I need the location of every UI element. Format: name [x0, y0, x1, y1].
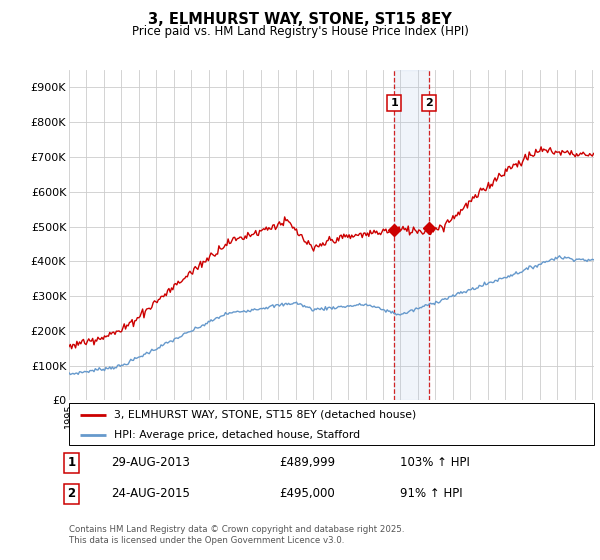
Text: Contains HM Land Registry data © Crown copyright and database right 2025.
This d: Contains HM Land Registry data © Crown c…	[69, 525, 404, 545]
Text: 103% ↑ HPI: 103% ↑ HPI	[400, 456, 470, 469]
Text: 24-AUG-2015: 24-AUG-2015	[111, 487, 190, 501]
Text: 29-AUG-2013: 29-AUG-2013	[111, 456, 190, 469]
Text: 1: 1	[391, 98, 398, 108]
Text: 2: 2	[425, 98, 433, 108]
Text: £495,000: £495,000	[279, 487, 335, 501]
Text: Price paid vs. HM Land Registry's House Price Index (HPI): Price paid vs. HM Land Registry's House …	[131, 25, 469, 38]
Text: 3, ELMHURST WAY, STONE, ST15 8EY (detached house): 3, ELMHURST WAY, STONE, ST15 8EY (detach…	[113, 410, 416, 420]
Text: 91% ↑ HPI: 91% ↑ HPI	[400, 487, 463, 501]
Text: 1: 1	[68, 456, 76, 469]
Text: HPI: Average price, detached house, Stafford: HPI: Average price, detached house, Staf…	[113, 430, 360, 440]
Text: £489,999: £489,999	[279, 456, 335, 469]
Text: 2: 2	[68, 487, 76, 501]
Bar	[394, 70, 429, 400]
Text: 3, ELMHURST WAY, STONE, ST15 8EY: 3, ELMHURST WAY, STONE, ST15 8EY	[148, 12, 452, 27]
